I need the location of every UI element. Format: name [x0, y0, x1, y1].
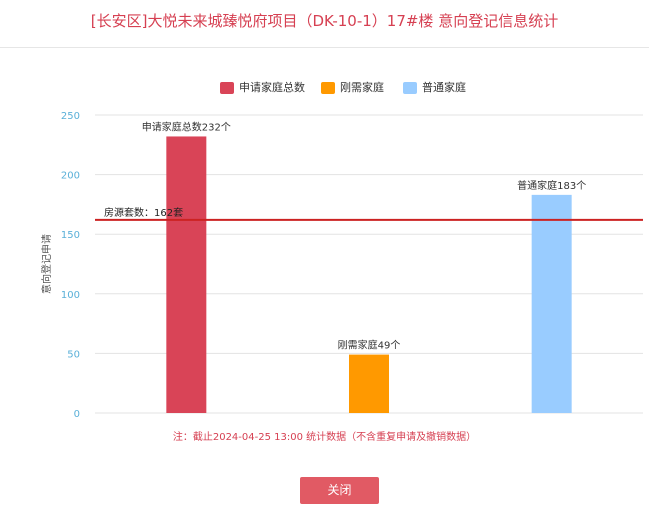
legend-item-total[interactable]: 申请家庭总数: [220, 80, 310, 96]
footnote: 注：截止2024-04-25 13:00 统计数据（不含重复申请及撤销数据）: [172, 432, 477, 443]
data-label: 刚需家庭49个: [338, 339, 401, 352]
legend-item-ordinary[interactable]: 普通家庭: [403, 80, 473, 96]
legend-item-rigid[interactable]: 刚需家庭: [321, 80, 391, 96]
y-tick-label: 100: [61, 290, 80, 301]
page-title: [长安区]大悦未来城臻悦府项目（DK-10-1）17#楼 意向登记信息统计: [90, 12, 559, 30]
data-label: 申请家庭总数232个: [142, 120, 231, 133]
y-tick-label: 0: [74, 409, 80, 420]
y-tick-label: 150: [61, 230, 80, 241]
legend-swatch-total: [220, 82, 234, 94]
close-button[interactable]: 关闭: [300, 477, 379, 504]
y-tick-label: 250: [61, 111, 80, 122]
reference-line-label: 房源套数：162套: [104, 206, 183, 219]
y-tick-label: 50: [67, 349, 80, 360]
bar-ordinary[interactable]: [531, 194, 572, 413]
legend-swatch-rigid: [321, 82, 335, 94]
legend-label-rigid: 刚需家庭: [340, 81, 384, 94]
legend-label-total: 申请家庭总数: [239, 81, 305, 94]
data-label: 普通家庭183个: [517, 179, 586, 192]
y-axis-label: 意向登记申请: [40, 234, 53, 294]
bar-rigid[interactable]: [349, 354, 389, 413]
chart-legend: 申请家庭总数 刚需家庭 普通家庭: [0, 80, 649, 96]
y-tick-label: 200: [61, 171, 80, 182]
bar-total[interactable]: [166, 136, 207, 413]
dialog-header: [长安区]大悦未来城臻悦府项目（DK-10-1）17#楼 意向登记信息统计: [0, 0, 649, 48]
legend-swatch-ordinary: [403, 82, 417, 94]
legend-label-ordinary: 普通家庭: [422, 81, 466, 94]
